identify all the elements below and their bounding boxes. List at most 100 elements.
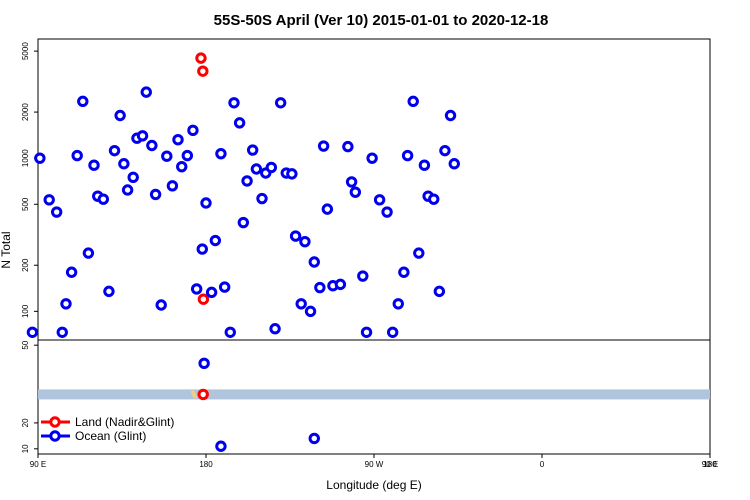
data-point — [418, 159, 431, 171]
data-point — [196, 243, 208, 255]
y-tick-label: 5000 — [21, 42, 30, 60]
data-point — [65, 266, 78, 278]
band-marks — [190, 390, 197, 399]
data-point — [181, 149, 194, 162]
axis-ticks: 90 E 180 90 W 0 90 E180100200500100020005000… — [21, 42, 718, 469]
data-point — [360, 326, 373, 338]
coverage-band — [38, 389, 710, 400]
data-point — [161, 150, 173, 162]
band-mark — [192, 394, 197, 399]
x-tick-label: 90 E — [30, 460, 46, 469]
x-tick-label: 90 W — [365, 460, 384, 469]
data-point — [407, 95, 419, 108]
data-point — [342, 140, 354, 153]
legend-land-marker — [49, 416, 61, 428]
data-point — [295, 298, 307, 310]
data-point — [321, 203, 334, 215]
data-point — [26, 326, 39, 338]
data-point — [209, 234, 222, 247]
legend: Land (Nadir&Glint) Ocean (Glint) — [41, 415, 174, 443]
data-point — [218, 281, 231, 293]
y-tick-label: 100 — [21, 304, 30, 318]
data-point — [127, 171, 139, 184]
data-point — [401, 149, 414, 162]
data-point — [304, 305, 317, 318]
data-point — [413, 247, 425, 259]
data-point — [50, 206, 63, 218]
data-point — [381, 206, 393, 218]
data-point — [121, 184, 134, 196]
data-point — [43, 194, 55, 206]
data-point — [205, 286, 218, 299]
y-tick-label: 500 — [21, 197, 30, 211]
data-point — [433, 285, 446, 298]
data-point — [373, 194, 386, 206]
data-point — [56, 326, 68, 338]
data-point — [97, 193, 110, 205]
data-point — [224, 326, 236, 338]
data-point — [136, 130, 149, 142]
data-point — [246, 144, 259, 156]
y-tick-label: 20 — [21, 418, 30, 427]
data-point — [176, 160, 188, 173]
data-point — [349, 186, 362, 198]
data-point — [198, 357, 210, 370]
data-point — [233, 117, 246, 129]
data-point — [172, 134, 184, 146]
data-points — [26, 52, 460, 452]
data-point — [241, 175, 253, 187]
data-point — [215, 440, 227, 452]
data-point — [228, 97, 240, 109]
x-tick-label: 180 — [703, 460, 717, 469]
data-point — [274, 97, 287, 109]
data-point — [357, 270, 369, 282]
data-point — [448, 158, 460, 170]
legend-ocean-label: Ocean (Glint) — [75, 429, 146, 443]
data-point — [317, 140, 330, 152]
data-point — [77, 95, 89, 108]
chart-title: 55S-50S April (Ver 10) 2015-01-01 to 202… — [214, 12, 549, 29]
data-point — [149, 188, 162, 201]
data-point — [289, 230, 302, 242]
data-point — [103, 285, 115, 298]
data-point — [140, 86, 152, 98]
data-point — [237, 216, 250, 229]
legend-ocean-marker — [49, 430, 61, 442]
data-point — [197, 293, 210, 305]
data-point — [308, 256, 320, 268]
data-point — [308, 432, 320, 445]
data-point — [428, 193, 440, 205]
legend-land-label: Land (Nadir&Glint) — [75, 415, 174, 429]
data-point — [215, 147, 227, 160]
y-tick-label: 50 — [21, 340, 30, 349]
data-point — [334, 278, 347, 291]
data-point — [82, 247, 95, 259]
data-point — [71, 149, 83, 162]
data-point — [187, 124, 199, 137]
data-point — [88, 159, 100, 171]
data-point — [439, 144, 451, 157]
data-point — [200, 197, 212, 209]
x-tick-label: 90 E — [702, 460, 718, 469]
data-point — [155, 299, 167, 311]
y-tick-label: 10 — [21, 444, 30, 453]
data-point — [114, 109, 126, 122]
data-point — [166, 180, 179, 192]
data-point — [366, 152, 378, 164]
x-tick-label: 0 — [540, 460, 545, 469]
data-point — [265, 161, 278, 174]
data-point — [398, 266, 410, 278]
y-axis-label: N Total — [0, 231, 13, 268]
y-tick-label: 1000 — [21, 149, 30, 167]
data-point — [250, 163, 263, 175]
data-point — [197, 388, 209, 401]
data-point — [108, 144, 121, 157]
data-point — [345, 176, 358, 188]
data-point — [195, 52, 207, 64]
data-point — [269, 323, 281, 335]
x-axis-label: Longitude (deg E) — [326, 478, 421, 492]
data-point — [314, 281, 326, 294]
y-tick-label: 2000 — [21, 103, 30, 121]
data-point — [197, 65, 209, 77]
